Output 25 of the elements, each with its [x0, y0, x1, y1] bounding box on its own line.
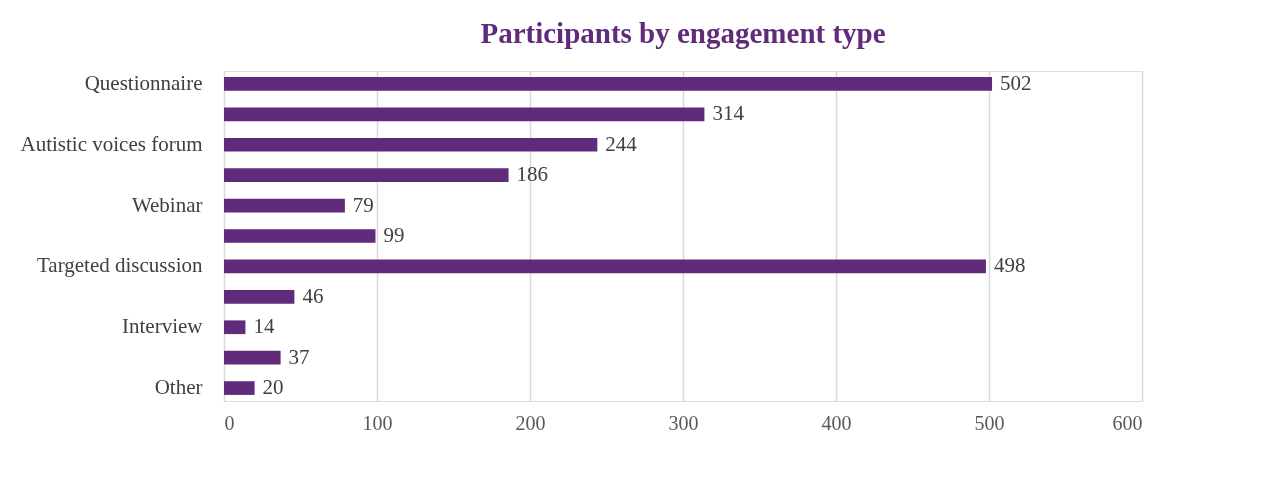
x-tick-label: 0 — [224, 411, 235, 434]
data-label: 20 — [262, 375, 284, 400]
data-label: 186 — [516, 162, 549, 187]
y-tick-label: Targeted discussion — [36, 253, 203, 278]
y-tick-label: Autistic voices forum — [20, 131, 203, 156]
data-label: 244 — [605, 131, 638, 156]
data-label: 99 — [383, 223, 405, 247]
x-tick-label: 300 — [668, 411, 699, 434]
x-tick-label: 600 — [1112, 411, 1143, 434]
data-label: 14 — [253, 314, 275, 339]
data-label: 79 — [352, 192, 374, 217]
data-label: 314 — [712, 101, 745, 126]
y-tick-label: Interview — [122, 314, 204, 339]
data-label: 498 — [993, 253, 1026, 278]
x-tick-label: 400 — [821, 411, 852, 434]
data-label: 37 — [288, 344, 310, 369]
chart-title: Participants by engagement type — [480, 17, 886, 49]
x-tick-label: 100 — [362, 411, 393, 434]
data-label: 502 — [1000, 70, 1032, 95]
y-tick-label: Questionnaire — [84, 70, 203, 95]
data-label: 46 — [302, 283, 324, 308]
y-tick-label: Webinar — [131, 192, 203, 217]
x-tick-label: 200 — [515, 411, 546, 434]
y-tick-label: Other — [154, 375, 203, 400]
x-tick-label: 500 — [974, 411, 1005, 434]
